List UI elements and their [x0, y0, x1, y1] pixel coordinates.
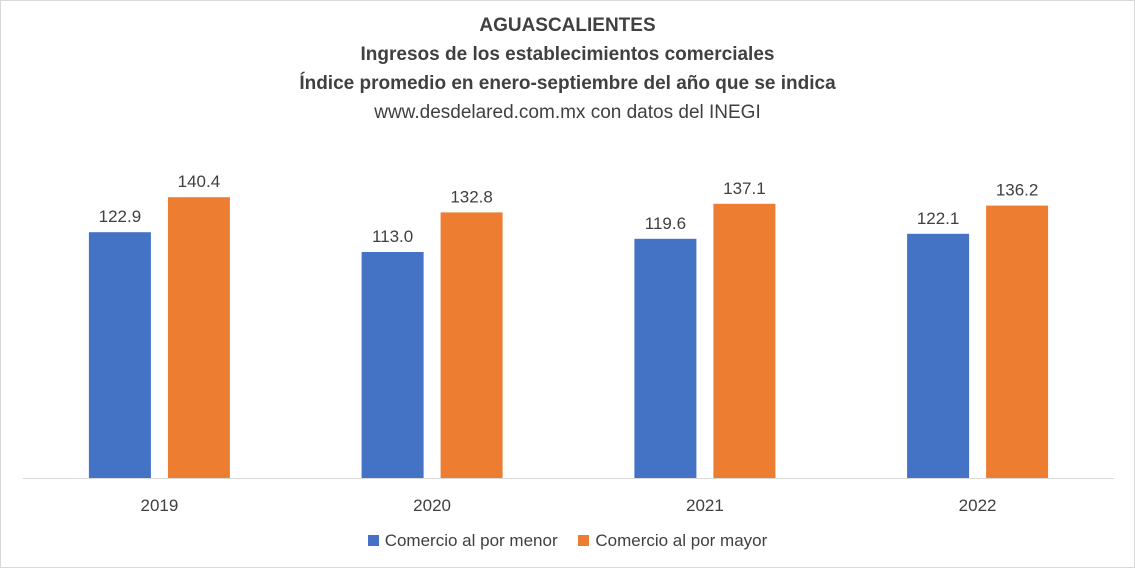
chart-source: www.desdelared.com.mx con datos del INEG…	[374, 102, 761, 123]
data-label-2019-mayor: 140.4	[178, 172, 221, 191]
x-tick-label-2021: 2021	[686, 496, 724, 515]
x-tick-label-2019: 2019	[140, 496, 178, 515]
bar-2020-mayor	[440, 212, 503, 478]
chart-legend: Comercio al por menor Comercio al por ma…	[1, 531, 1134, 551]
legend-item-mayor: Comercio al por mayor	[578, 531, 767, 551]
legend-swatch-menor	[367, 535, 379, 547]
chart-subtitle-1: Ingresos de los establecimientos comerci…	[360, 44, 775, 65]
legend-item-menor: Comercio al por menor	[367, 531, 558, 551]
bar-2020-menor	[361, 252, 424, 478]
bar-2019-mayor	[167, 197, 230, 478]
bar-2019-menor	[88, 232, 151, 478]
bar-2021-menor	[634, 238, 697, 478]
data-label-2022-mayor: 136.2	[996, 181, 1039, 200]
legend-swatch-mayor	[578, 535, 590, 547]
x-tick-label-2022: 2022	[959, 496, 997, 515]
legend-label-menor: Comercio al por menor	[384, 531, 558, 550]
bar-2022-mayor	[986, 205, 1049, 478]
bar-2022-menor	[907, 233, 970, 478]
data-label-2022-menor: 122.1	[917, 209, 960, 228]
data-label-2019-menor: 122.9	[99, 207, 142, 226]
data-label-2021-menor: 119.6	[645, 214, 686, 233]
data-label-2021-mayor: 137.1	[723, 179, 766, 198]
bar-2021-mayor	[713, 203, 776, 479]
chart-titles: AGUASCALIENTES Ingresos de los estableci…	[1, 11, 1134, 127]
chart-title: AGUASCALIENTES	[479, 15, 656, 36]
legend-label-mayor: Comercio al por mayor	[595, 531, 768, 550]
chart-subtitle-2: Índice promedio en enero-septiembre del …	[299, 73, 836, 94]
data-label-2020-mayor: 132.8	[450, 187, 493, 206]
data-label-2020-menor: 113.0	[372, 227, 413, 246]
x-tick-label-2020: 2020	[413, 496, 451, 515]
